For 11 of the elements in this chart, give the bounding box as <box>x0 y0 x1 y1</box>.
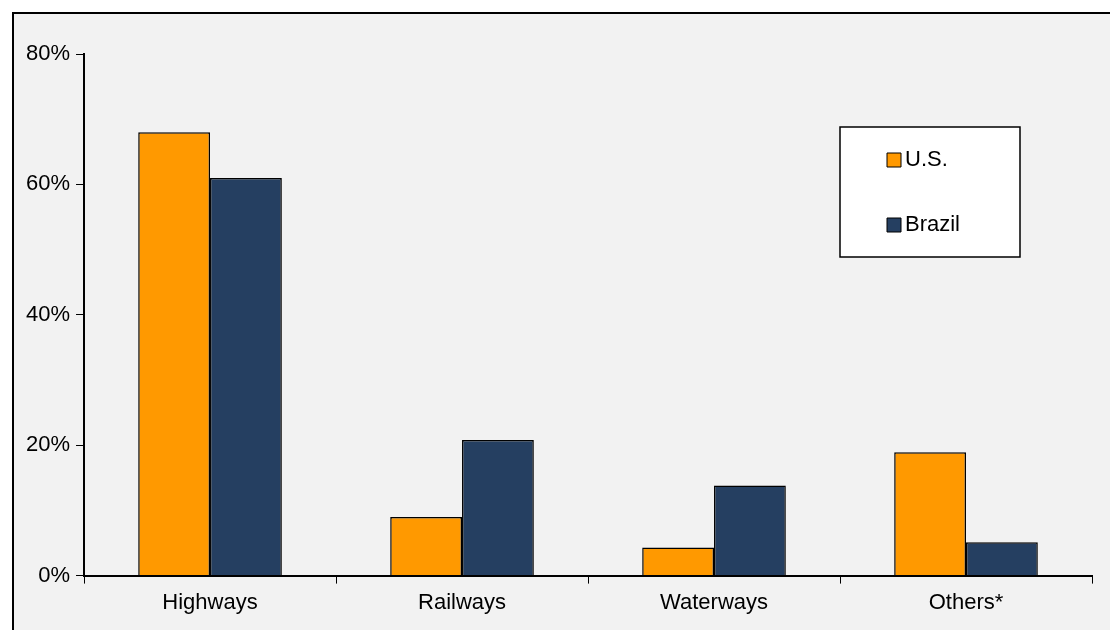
y-tick-label: 20% <box>25 431 71 457</box>
x-tick-label: Railways <box>418 588 507 614</box>
x-tick-label: Others* <box>928 588 1004 614</box>
x-tick-label: Waterways <box>660 588 768 614</box>
y-tick-label: 40% <box>25 300 71 326</box>
y-tick-label: 0% <box>38 561 71 587</box>
y-tick-label: 60% <box>25 170 71 196</box>
x-tick-label: Highways <box>162 588 258 614</box>
y-tick-label: 80% <box>25 40 71 66</box>
legend-label: Brazil <box>905 211 961 237</box>
legend-label: U.S. <box>905 146 948 172</box>
